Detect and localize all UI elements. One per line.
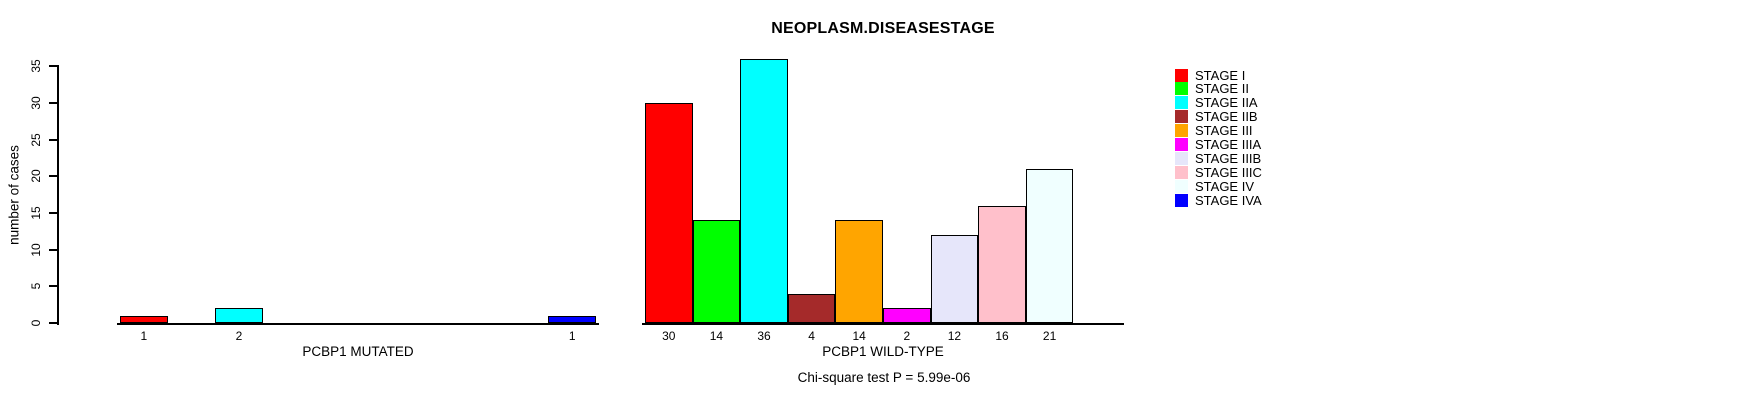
bar-stage-iib (787, 293, 836, 323)
bar-value-label: 4 (808, 329, 815, 343)
y-tick-label: 25 (29, 133, 43, 147)
legend-color-swatch (1175, 68, 1188, 82)
bar-stage-i (120, 315, 168, 323)
bar-stage-iii (835, 220, 883, 323)
bar-stage-iv (1025, 169, 1074, 323)
bar-stage-iiib (930, 235, 979, 323)
bar-value-label: 16 (995, 329, 1009, 343)
legend-label: STAGE IIIA (1195, 137, 1262, 152)
y-tick (49, 248, 57, 251)
y-tick (49, 285, 57, 288)
bar-stage-iia (215, 308, 263, 323)
y-tick (49, 322, 57, 324)
y-tick-label: 5 (29, 283, 43, 290)
legend-label: STAGE IIIC (1195, 164, 1262, 180)
group-label-pcbp1-mutated: PCBP1 MUTATED (302, 344, 414, 359)
bar-stage-ii (692, 220, 741, 323)
y-tick-label: 35 (29, 59, 43, 74)
chart-title: NEOPLASM.DISEASESTAGE (771, 20, 995, 37)
y-tick (49, 65, 57, 68)
group-label-pcbp1-wild-type: PCBP1 WILD-TYPE (822, 344, 944, 359)
y-tick (49, 138, 57, 141)
legend-color-swatch (1175, 165, 1188, 179)
legend-label: STAGE I (1195, 67, 1246, 83)
legend-color-swatch (1175, 138, 1188, 151)
bar-stage-iia (740, 59, 788, 323)
bar-stage-iiic (978, 205, 1026, 323)
bar-value-label: 21 (1042, 329, 1057, 343)
bar-value-label: 1 (140, 329, 148, 343)
legend-item-stage-i: STAGE I (1175, 67, 1246, 83)
bar-value-label: 14 (852, 329, 866, 343)
legend-item-stage-ii: STAGE II (1175, 81, 1249, 97)
y-tick-label: 20 (29, 169, 43, 184)
legend-label: STAGE IIIB (1195, 150, 1262, 166)
bar-value-label: 14 (709, 329, 724, 343)
y-tick-label: 30 (29, 96, 43, 110)
bar-value-label: 30 (662, 329, 676, 343)
legend-item-stage-iva: STAGE IVA (1175, 192, 1262, 208)
legend-label: STAGE II (1195, 81, 1249, 97)
x-axis-baseline (117, 323, 599, 325)
legend-label: STAGE IVA (1195, 192, 1262, 208)
x-axis-baseline (642, 323, 1124, 325)
legend-item-stage-iia: STAGE IIA (1175, 95, 1258, 111)
legend-label: STAGE IV (1195, 178, 1254, 194)
y-tick (49, 212, 57, 215)
legend-color-swatch (1175, 151, 1188, 165)
chi-square-annotation: Chi-square test P = 5.99e-06 (797, 370, 971, 385)
legend-color-swatch (1175, 82, 1188, 96)
bar-value-label: 36 (757, 329, 771, 343)
y-axis-line (57, 65, 59, 325)
bar-value-label: 2 (235, 329, 243, 343)
y-tick (49, 175, 57, 178)
legend-item-stage-iii: STAGE III (1175, 123, 1253, 139)
legend-item-stage-iv: STAGE IV (1175, 178, 1254, 194)
legend-label: STAGE IIA (1195, 95, 1258, 111)
legend-color-swatch (1175, 179, 1188, 193)
y-tick-label: 0 (29, 319, 43, 327)
bar-stage-iiia (883, 308, 931, 323)
legend-color-swatch (1175, 124, 1188, 138)
bar-stage-iva (548, 315, 596, 323)
legend-item-stage-iiia: STAGE IIIA (1175, 137, 1262, 152)
y-tick-label: 10 (29, 243, 43, 257)
legend-color-swatch (1175, 96, 1188, 110)
legend-item-stage-iiic: STAGE IIIC (1175, 164, 1262, 180)
legend-item-stage-iiib: STAGE IIIB (1175, 150, 1262, 166)
legend-color-swatch (1175, 110, 1188, 124)
bar-value-label: 12 (947, 329, 962, 343)
legend-label: STAGE IIB (1195, 109, 1258, 125)
bar-value-label: 2 (903, 329, 911, 343)
legend-item-stage-iib: STAGE IIB (1175, 109, 1258, 125)
legend-label: STAGE III (1195, 123, 1253, 139)
y-tick-label: 15 (29, 206, 43, 220)
y-tick (49, 102, 57, 105)
bar-stage-i (645, 103, 693, 323)
legend-color-swatch (1175, 193, 1188, 207)
bar-value-label: 1 (568, 329, 576, 343)
